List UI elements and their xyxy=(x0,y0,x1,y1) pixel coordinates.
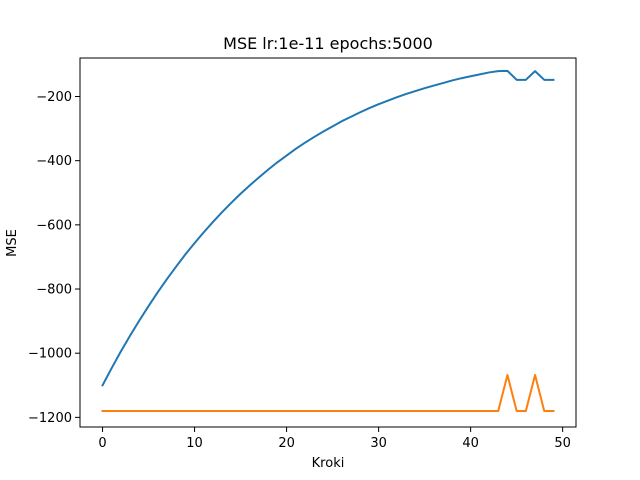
y-tick-label: −600 xyxy=(36,218,72,233)
series-line-0 xyxy=(101,69,555,387)
y-tick-label: −400 xyxy=(36,154,72,169)
x-tick-label: 20 xyxy=(278,436,295,451)
x-tick-label: 10 xyxy=(186,436,203,451)
x-tick-label: 50 xyxy=(554,436,571,451)
y-axis: −1200 −1000 −800 −600 −400 −200 xyxy=(28,90,80,426)
x-tick-label: 40 xyxy=(462,436,479,451)
y-tick-label: −1000 xyxy=(28,347,72,362)
x-axis-label: Kroki xyxy=(312,456,345,471)
x-tick-label: 0 xyxy=(98,436,106,451)
series-layer xyxy=(101,69,555,412)
y-tick-label: −800 xyxy=(36,283,72,298)
plot-frame xyxy=(79,57,577,428)
x-tick-label: 30 xyxy=(370,436,387,451)
x-axis: 0 10 20 30 40 50 xyxy=(98,427,571,451)
series-line-1 xyxy=(101,374,555,412)
chart-title: MSE lr:1e-11 epochs:5000 xyxy=(223,34,433,53)
y-tick-label: −1200 xyxy=(28,411,72,426)
y-tick-label: −200 xyxy=(36,90,72,105)
y-axis-label: MSE xyxy=(5,229,20,257)
